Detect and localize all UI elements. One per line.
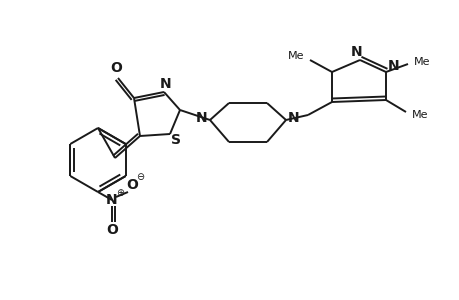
Text: O: O [110, 61, 122, 75]
Text: N: N [160, 77, 172, 91]
Text: O: O [106, 223, 118, 237]
Text: N: N [350, 45, 362, 59]
Text: N: N [106, 193, 118, 207]
Text: N: N [287, 111, 299, 125]
Text: S: S [171, 133, 180, 147]
Text: O: O [126, 178, 138, 192]
Text: N: N [387, 59, 399, 73]
Text: Me: Me [411, 110, 427, 120]
Text: N: N [196, 111, 207, 125]
Text: Me: Me [413, 57, 429, 67]
Text: ⊖: ⊖ [136, 172, 144, 182]
Text: Me: Me [287, 51, 303, 61]
Text: ⊕: ⊕ [116, 188, 124, 198]
